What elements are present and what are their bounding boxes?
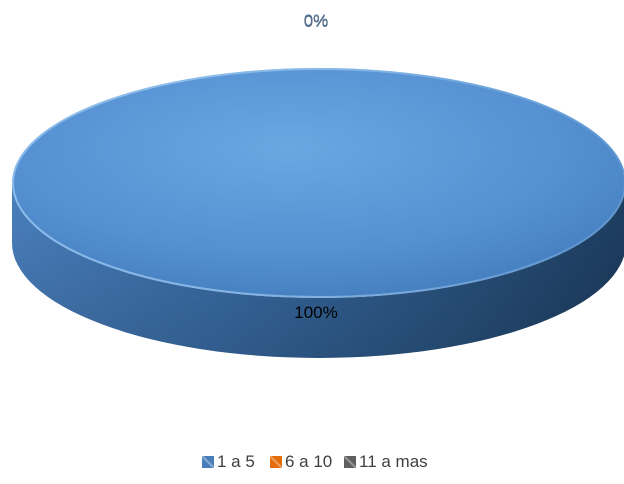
legend-label: 11 a mas [359, 452, 428, 471]
data-label-11-a-mas: 0% [304, 12, 329, 31]
legend: 1 a 5 6 a 10 11 a mas [202, 452, 428, 471]
legend-item-1-a-5: 1 a 5 [202, 452, 255, 471]
legend-label: 1 a 5 [217, 452, 255, 471]
legend-label: 6 a 10 [285, 452, 332, 471]
legend-item-6-a-10: 6 a 10 [270, 452, 332, 471]
data-label-1-a-5: 100% [294, 303, 337, 322]
legend-item-11-a-mas: 11 a mas [344, 452, 428, 471]
